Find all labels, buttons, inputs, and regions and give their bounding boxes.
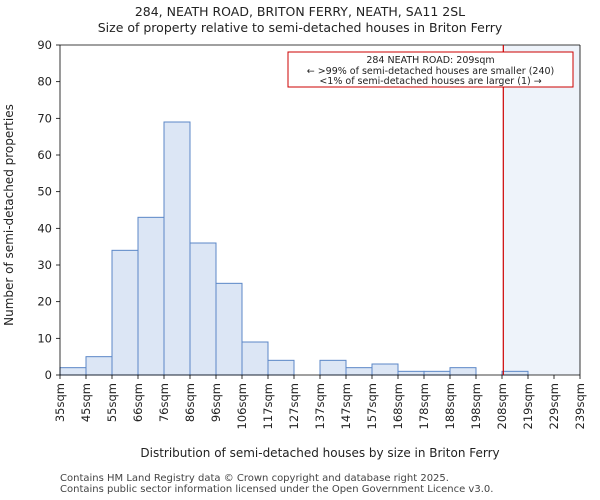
- histogram-bar: [423, 370, 451, 376]
- y-tick-label: 30: [37, 258, 52, 272]
- histogram-bar: [449, 367, 477, 376]
- y-tick-label: 10: [37, 331, 52, 345]
- histogram-bar: [501, 370, 529, 376]
- y-tick-label: 80: [37, 75, 52, 89]
- y-tick-label: 50: [37, 185, 52, 199]
- x-tick-label: 157sqm: [365, 383, 379, 429]
- annotation-text: ← >99% of semi-detached houses are small…: [307, 66, 555, 77]
- x-tick-label: 35sqm: [53, 383, 67, 422]
- x-tick-label: 66sqm: [131, 383, 145, 422]
- histogram-bar: [371, 363, 399, 376]
- x-tick-label: 45sqm: [79, 383, 93, 422]
- x-tick-label: 127sqm: [287, 383, 301, 429]
- x-tick-label: 198sqm: [469, 383, 483, 429]
- footer-copyright: Contains HM Land Registry data © Crown c…: [60, 473, 449, 484]
- histogram-bar: [59, 367, 87, 376]
- y-tick-label: 40: [37, 221, 52, 235]
- annotation-text: 284 NEATH ROAD: 209sqm: [366, 55, 494, 66]
- chart-title: 284, NEATH ROAD, BRITON FERRY, NEATH, SA…: [134, 4, 466, 19]
- histogram-bar: [267, 359, 295, 376]
- histogram-bar: [345, 367, 373, 376]
- histogram-bar: [397, 370, 425, 376]
- x-tick-label: 106sqm: [235, 383, 249, 429]
- x-tick-label: 229sqm: [547, 383, 561, 429]
- x-tick-label: 188sqm: [443, 383, 457, 429]
- histogram-bar: [85, 356, 113, 376]
- histogram-bar: [111, 249, 139, 376]
- y-tick-label: 70: [37, 111, 52, 125]
- histogram-bar: [163, 121, 191, 376]
- x-axis-label: Distribution of semi-detached houses by …: [140, 446, 499, 460]
- x-tick-label: 76sqm: [157, 383, 171, 422]
- x-tick-label: 55sqm: [105, 383, 119, 422]
- annotation-text: <1% of semi-detached houses are larger (…: [319, 76, 541, 87]
- histogram-bar: [137, 216, 165, 376]
- y-tick-label: 60: [37, 148, 52, 162]
- chart-subtitle: Size of property relative to semi-detach…: [97, 20, 503, 35]
- x-tick-label: 147sqm: [339, 383, 353, 429]
- x-tick-label: 96sqm: [209, 383, 223, 422]
- x-tick-label: 239sqm: [573, 383, 587, 429]
- x-tick-label: 208sqm: [495, 383, 509, 429]
- x-tick-label: 117sqm: [261, 383, 275, 429]
- x-tick-label: 178sqm: [417, 383, 431, 429]
- y-tick-label: 90: [37, 38, 52, 52]
- highlight-region: [503, 45, 580, 375]
- x-tick-label: 219sqm: [521, 383, 535, 429]
- y-tick-label: 20: [37, 295, 52, 309]
- histogram-bar: [215, 282, 243, 376]
- x-tick-label: 168sqm: [391, 383, 405, 429]
- y-axis-label: Number of semi-detached properties: [2, 104, 16, 326]
- histogram-bar: [319, 359, 347, 376]
- histogram-bar: [241, 341, 269, 376]
- histogram-bar: [189, 242, 217, 376]
- annotation-box: [287, 51, 574, 88]
- footer-licence: Contains public sector information licen…: [60, 484, 494, 495]
- x-tick-label: 137sqm: [313, 383, 327, 429]
- x-tick-label: 86sqm: [183, 383, 197, 422]
- y-tick-label: 0: [45, 368, 52, 382]
